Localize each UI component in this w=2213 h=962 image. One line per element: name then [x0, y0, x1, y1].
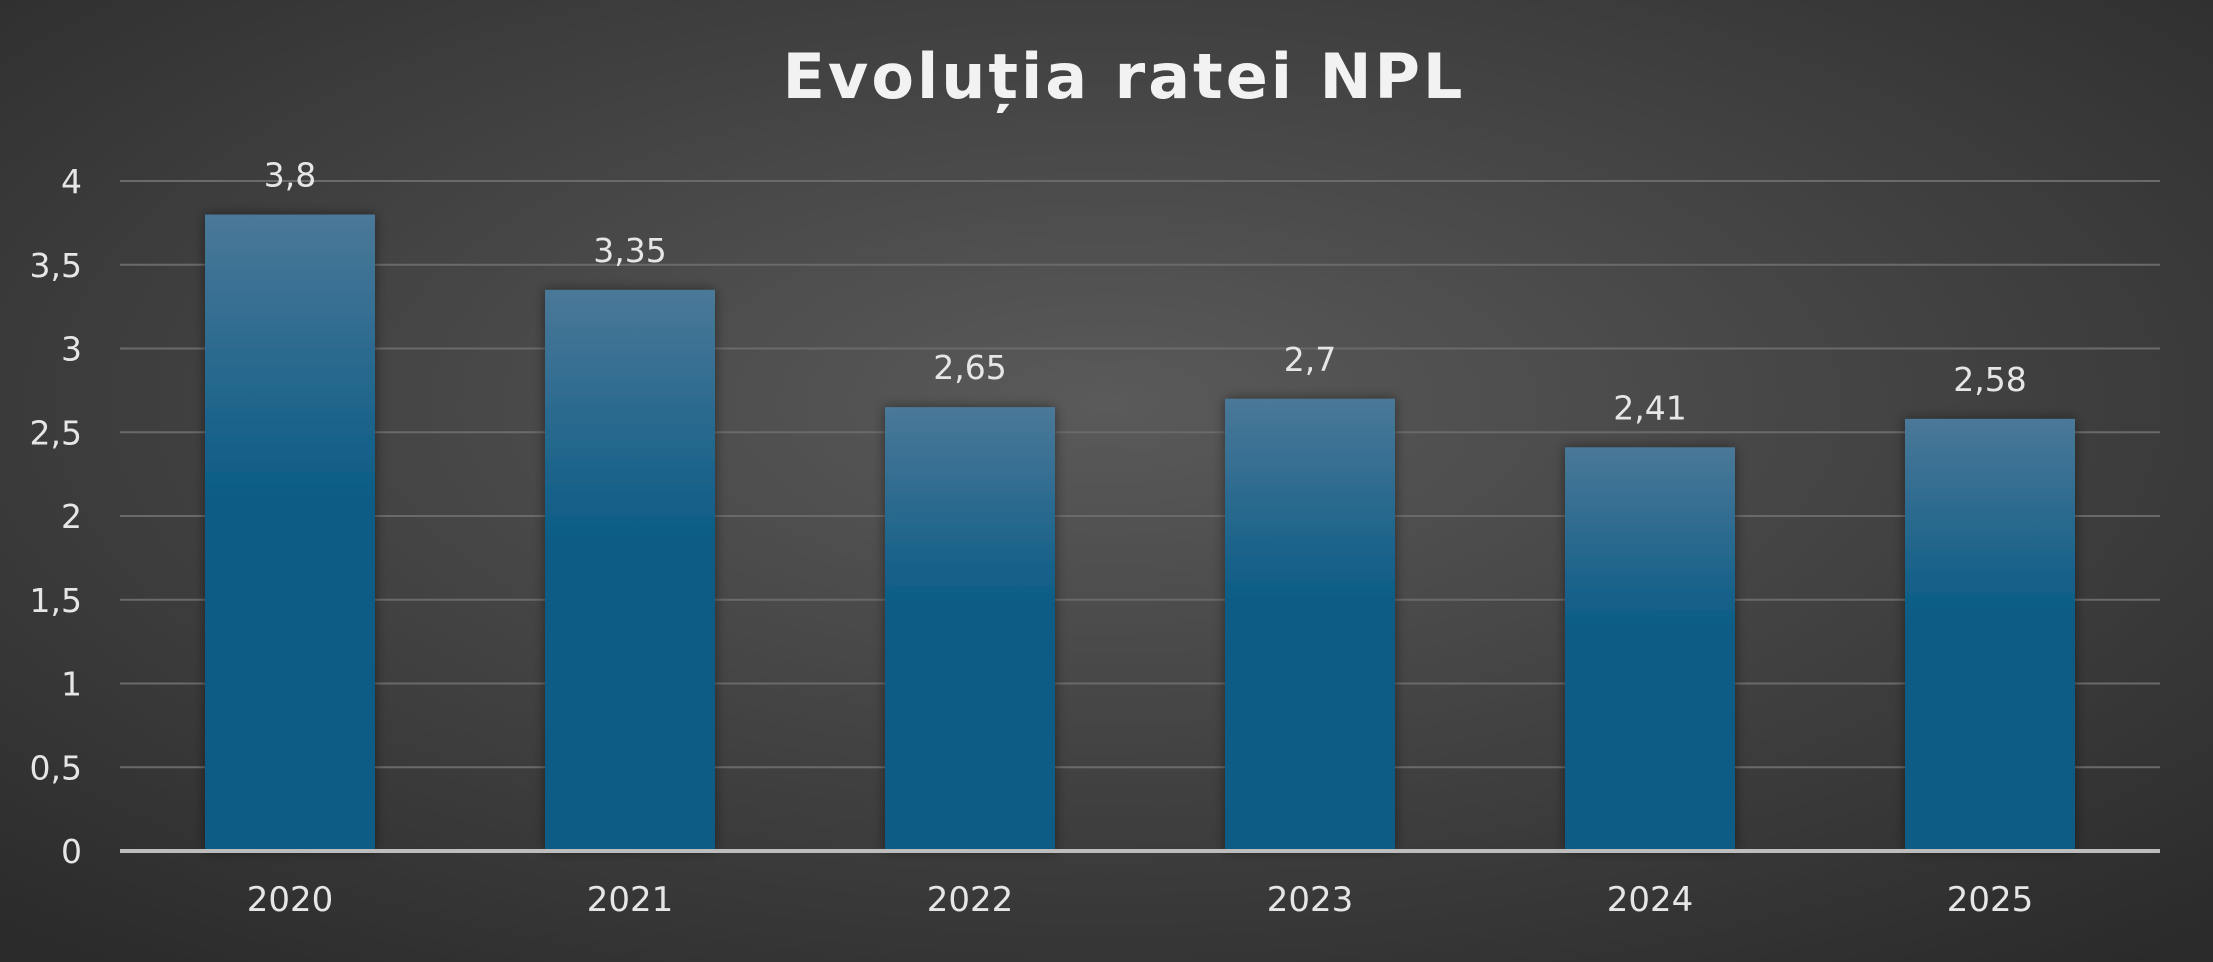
y-tick-label: 4 — [61, 162, 82, 201]
gridlines — [120, 180, 2160, 769]
chart-title: Evoluția ratei NPL — [783, 40, 1466, 113]
x-tick-label: 2024 — [1607, 880, 1694, 920]
data-label-2021: 3,35 — [593, 231, 666, 270]
x-axis-category-labels: 2020 2021 2022 2023 2024 2025 — [247, 880, 2034, 920]
y-tick-label: 3,5 — [30, 246, 82, 285]
data-label-2022: 2,65 — [933, 348, 1006, 387]
data-label-2024: 2,41 — [1613, 388, 1686, 427]
x-tick-label: 2023 — [1267, 880, 1354, 920]
bar-2023 — [1225, 398, 1395, 851]
y-tick-label: 2,5 — [30, 413, 82, 452]
x-tick-label: 2022 — [927, 880, 1014, 920]
y-tick-label: 2 — [61, 497, 82, 536]
bar-2022 — [885, 407, 1055, 851]
bar-2025 — [1905, 418, 2075, 851]
data-labels: 3,8 3,35 2,65 2,7 2,41 2,58 — [264, 156, 2027, 428]
y-tick-label: 1 — [61, 665, 82, 704]
data-label-2020: 3,8 — [264, 156, 316, 195]
y-tick-label: 0,5 — [30, 748, 82, 787]
y-tick-label: 3 — [61, 330, 82, 369]
x-tick-label: 2025 — [1947, 880, 2034, 920]
y-tick-label: 0 — [61, 832, 82, 871]
data-label-2025: 2,58 — [1953, 360, 2026, 399]
data-label-2023: 2,7 — [1284, 340, 1336, 379]
bar-2021 — [545, 289, 715, 851]
x-tick-label: 2020 — [247, 880, 334, 920]
bars — [205, 214, 2075, 851]
y-axis-tick-labels: 0 0,5 1 1,5 2 2,5 3 3,5 4 — [30, 162, 82, 871]
y-tick-label: 1,5 — [30, 581, 82, 620]
x-tick-label: 2021 — [587, 880, 674, 920]
bar-2024 — [1565, 447, 1735, 851]
bar-2020 — [205, 214, 375, 851]
